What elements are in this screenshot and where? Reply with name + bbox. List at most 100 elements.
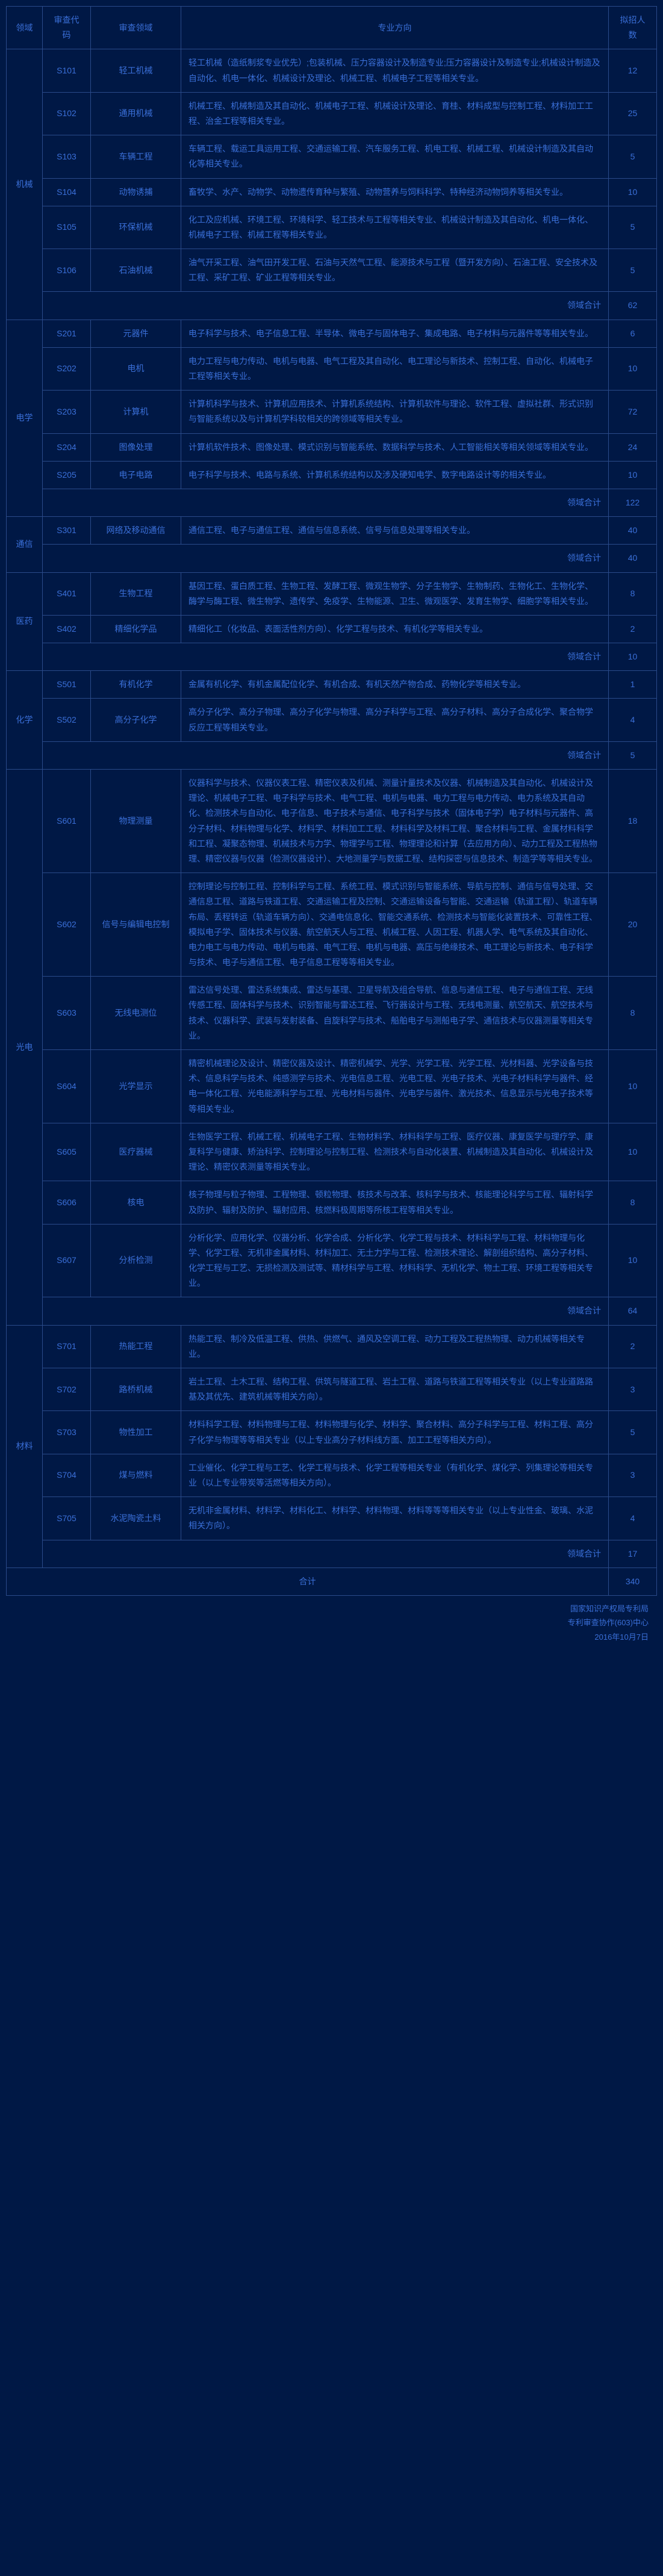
code-cell: S204	[43, 433, 91, 461]
count-cell: 1	[609, 671, 657, 699]
code-cell: S702	[43, 1368, 91, 1411]
count-cell: 24	[609, 433, 657, 461]
field-cell: 路桥机械	[91, 1368, 181, 1411]
table-row: S605医疗器械生物医学工程、机械工程、机械电子工程、生物材料学、材料科学与工程…	[7, 1123, 657, 1181]
subtotal-row: 领域合计5	[7, 741, 657, 769]
count-cell: 10	[609, 1224, 657, 1297]
subtotal-label: 领域合计	[43, 1297, 609, 1325]
code-cell: S401	[43, 572, 91, 615]
count-cell: 2	[609, 1325, 657, 1368]
subtotal-row: 领域合计17	[7, 1540, 657, 1568]
code-cell: S402	[43, 615, 91, 643]
code-cell: S604	[43, 1050, 91, 1123]
table-row: S402精细化学品精细化工（化妆品、表面活性剂方向）、化学工程与技术、有机化学等…	[7, 615, 657, 643]
table-row: S104动物诱捕畜牧学、水产、动物学、动物遗传育种与繁殖、动物营养与饲料科学、特…	[7, 178, 657, 206]
domain-cell: 电学	[7, 320, 43, 517]
subtotal-value: 10	[609, 643, 657, 671]
field-cell: 精细化学品	[91, 615, 181, 643]
table-row: S203计算机计算机科学与技术、计算机应用技术、计算机系统结构、计算机软件与理论…	[7, 391, 657, 433]
subtotal-row: 领域合计10	[7, 643, 657, 671]
table-header-row: 领域 审查代码 审查领域 专业方向 拟招人数	[7, 7, 657, 49]
table-row: 化学S501有机化学金属有机化学、有机金属配位化学、有机合成、有机天然产物合成、…	[7, 671, 657, 699]
count-cell: 20	[609, 873, 657, 977]
major-cell: 分析化学、应用化学、仪器分析、化学合成、分析化学、化学工程与技术、材料科学与工程…	[181, 1224, 609, 1297]
subtotal-label: 领域合计	[43, 1540, 609, 1568]
count-cell: 10	[609, 461, 657, 489]
table-row: S106石油机械油气开采工程、油气田开发工程、石油与天然气工程、能源技术与工程（…	[7, 249, 657, 292]
field-cell: 水泥陶瓷土料	[91, 1497, 181, 1540]
recruitment-table: 领域 审查代码 审查领域 专业方向 拟招人数 机械S101轻工机械轻工机械（造纸…	[6, 6, 657, 1596]
code-cell: S603	[43, 977, 91, 1050]
footnote: 国家知识产权局专利局 专利审查协作(603)中心 2016年10月7日	[6, 1596, 657, 1646]
field-cell: 医疗器械	[91, 1123, 181, 1181]
subtotal-row: 领域合计40	[7, 545, 657, 572]
table-row: S102通用机械机械工程、机械制造及其自动化、机械电子工程、机械设计及理论、育桂…	[7, 92, 657, 135]
col-field: 审查领域	[91, 7, 181, 49]
code-cell: S205	[43, 461, 91, 489]
count-cell: 4	[609, 1497, 657, 1540]
code-cell: S202	[43, 347, 91, 390]
field-cell: 通用机械	[91, 92, 181, 135]
subtotal-value: 17	[609, 1540, 657, 1568]
count-cell: 5	[609, 249, 657, 292]
count-cell: 10	[609, 1123, 657, 1181]
subtotal-label: 领域合计	[43, 545, 609, 572]
code-cell: S501	[43, 671, 91, 699]
count-cell: 4	[609, 699, 657, 741]
subtotal-value: 64	[609, 1297, 657, 1325]
subtotal-label: 领域合计	[43, 489, 609, 516]
code-cell: S607	[43, 1224, 91, 1297]
field-cell: 图像处理	[91, 433, 181, 461]
major-cell: 材料科学工程、材料物理与工程、材料物理与化学、材料学、聚合材料、高分子科学与工程…	[181, 1411, 609, 1454]
field-cell: 元器件	[91, 320, 181, 347]
subtotal-label: 领域合计	[43, 292, 609, 320]
count-cell: 3	[609, 1368, 657, 1411]
major-cell: 雷达信号处理、雷达系统集成、雷达与基理、卫星导航及组合导航、信息与通信工程、电子…	[181, 977, 609, 1050]
major-cell: 机械工程、机械制造及其自动化、机械电子工程、机械设计及理论、育桂、材料成型与控制…	[181, 92, 609, 135]
code-cell: S101	[43, 49, 91, 92]
col-count: 拟招人数	[609, 7, 657, 49]
code-cell: S502	[43, 699, 91, 741]
code-cell: S703	[43, 1411, 91, 1454]
field-cell: 物理测量	[91, 770, 181, 873]
code-cell: S704	[43, 1454, 91, 1496]
count-cell: 18	[609, 770, 657, 873]
count-cell: 2	[609, 615, 657, 643]
subtotal-label: 领域合计	[43, 741, 609, 769]
count-cell: 40	[609, 517, 657, 545]
code-cell: S102	[43, 92, 91, 135]
table-row: S602信号与编辑电控制控制理论与控制工程、控制科学与工程、系统工程、模式识别与…	[7, 873, 657, 977]
code-cell: S602	[43, 873, 91, 977]
code-cell: S705	[43, 1497, 91, 1540]
domain-cell: 机械	[7, 49, 43, 320]
code-cell: S103	[43, 135, 91, 178]
count-cell: 8	[609, 977, 657, 1050]
field-cell: 无线电测位	[91, 977, 181, 1050]
major-cell: 精密机械理论及设计、精密仪器及设计、精密机械学、光学、光学工程、光学工程、光材料…	[181, 1050, 609, 1123]
domain-cell: 通信	[7, 517, 43, 572]
table-row: S604光学显示精密机械理论及设计、精密仪器及设计、精密机械学、光学、光学工程、…	[7, 1050, 657, 1123]
major-cell: 基因工程、蛋白质工程、生物工程、发酵工程、微观生物学、分子生物学、生物制药、生物…	[181, 572, 609, 615]
field-cell: 动物诱捕	[91, 178, 181, 206]
major-cell: 轻工机械（造纸制浆专业优先）;包装机械、压力容器设计及制造专业;压力容器设计及制…	[181, 49, 609, 92]
domain-cell: 材料	[7, 1325, 43, 1568]
major-cell: 热能工程、制冷及低温工程、供热、供燃气、通风及空调工程、动力工程及工程热物理、动…	[181, 1325, 609, 1368]
count-cell: 12	[609, 49, 657, 92]
major-cell: 无机非金属材料、材料学、材料化工、材料学、材料物理、材料等等等相关专业（以上专业…	[181, 1497, 609, 1540]
field-cell: 环保机械	[91, 206, 181, 249]
code-cell: S301	[43, 517, 91, 545]
field-cell: 电子电路	[91, 461, 181, 489]
table-row: 医药S401生物工程基因工程、蛋白质工程、生物工程、发酵工程、微观生物学、分子生…	[7, 572, 657, 615]
table-row: S607分析检测分析化学、应用化学、仪器分析、化学合成、分析化学、化学工程与技术…	[7, 1224, 657, 1297]
field-cell: 信号与编辑电控制	[91, 873, 181, 977]
footnote-line: 国家知识产权局专利局	[6, 1602, 649, 1616]
field-cell: 热能工程	[91, 1325, 181, 1368]
field-cell: 有机化学	[91, 671, 181, 699]
field-cell: 石油机械	[91, 249, 181, 292]
count-cell: 5	[609, 135, 657, 178]
subtotal-value: 5	[609, 741, 657, 769]
major-cell: 通信工程、电子与通信工程、通信与信息系统、信号与信息处理等相关专业。	[181, 517, 609, 545]
table-row: S702路桥机械岩土工程、土木工程、结构工程、供筑与隧道工程、岩土工程、道路与铁…	[7, 1368, 657, 1411]
code-cell: S106	[43, 249, 91, 292]
code-cell: S104	[43, 178, 91, 206]
